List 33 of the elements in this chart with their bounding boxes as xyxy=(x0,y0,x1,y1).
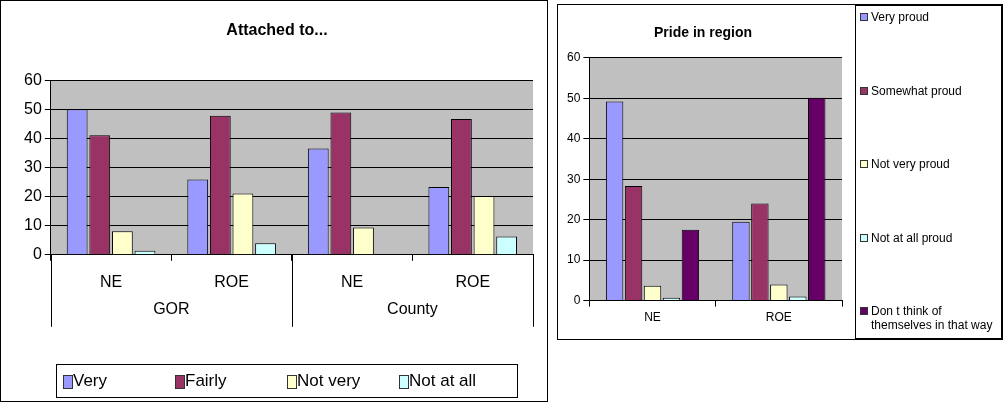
legend-label: Not very xyxy=(297,371,361,391)
x-tick-label: ROE xyxy=(455,272,491,290)
y-tick-label: 0 xyxy=(573,292,581,307)
chart-title: Attached to... xyxy=(226,21,328,39)
y-tick-label: 40 xyxy=(24,128,42,146)
legend-label: Very xyxy=(73,371,108,391)
chart-title: Pride in region xyxy=(653,24,753,41)
y-tick-label: 60 xyxy=(566,50,581,65)
y-tick-label: 20 xyxy=(24,187,42,205)
y-tick-label: 20 xyxy=(566,211,581,226)
y-tick-label: 40 xyxy=(566,131,581,146)
x-tick-label: NE xyxy=(644,310,661,325)
y-tick-label: 30 xyxy=(566,171,581,186)
y-tick-label: 10 xyxy=(566,252,581,267)
x-tick-label: ROE xyxy=(214,272,249,290)
legend-label: Not at all proud xyxy=(871,230,953,245)
y-tick-label: 60 xyxy=(24,70,42,88)
y-tick-label: 50 xyxy=(24,99,42,117)
legend-label: Somewhat proud xyxy=(871,83,962,98)
legend-label: Very proud xyxy=(871,10,930,24)
x-tick-label: NE xyxy=(341,272,364,290)
legend-label: Don t think of themselves in that way xyxy=(871,304,994,332)
legend-label: Fairly xyxy=(185,371,227,391)
legend-label: Not at all xyxy=(409,371,477,391)
y-tick-label: 50 xyxy=(566,90,581,105)
x-tick-label: ROE xyxy=(765,310,792,325)
text: GOR xyxy=(153,300,190,318)
x-tick-label: NE xyxy=(99,272,123,290)
y-tick-label: 30 xyxy=(24,157,42,175)
y-tick-label: 0 xyxy=(32,245,42,263)
legend-label: Not very proud xyxy=(871,157,950,171)
y-tick-label: 10 xyxy=(24,216,42,234)
text: County xyxy=(387,300,438,318)
